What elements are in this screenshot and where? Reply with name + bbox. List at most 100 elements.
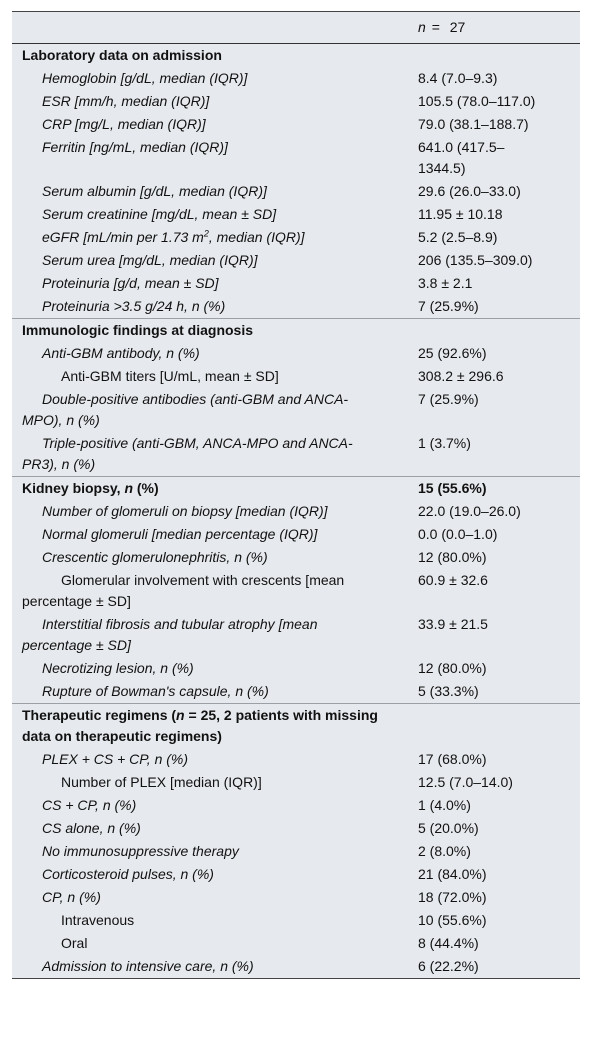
label-cell: Kidney biopsy, n (%) <box>12 476 418 500</box>
label-cell: CP, n (%) <box>12 886 418 909</box>
superscript: 2 <box>203 228 209 239</box>
label-cell: Serum creatinine [mg/dL, mean ± SD] <box>12 203 418 226</box>
item-row: Double-positive antibodies (anti-GBM and… <box>12 388 580 432</box>
item-row: Interstitial fibrosis and tubular atroph… <box>12 613 580 657</box>
value-cell: 12 (80.0%) <box>418 546 580 569</box>
label-cell: CRP [mg/L, median (IQR)] <box>12 113 418 136</box>
value-cell: 105.5 (78.0–117.0) <box>418 90 580 113</box>
item-row: Ferritin [ng/mL, median (IQR)] 641.0 (417… <box>12 136 580 180</box>
subitem-row: Glomerular involvement with crescents [m… <box>12 569 580 613</box>
value-cell: 22.0 (19.0–26.0) <box>418 500 580 523</box>
subitem-row: Number of PLEX [median (IQR)] 12.5 (7.0–1… <box>12 771 580 794</box>
value-text: 22.0 (19.0–26.0) <box>418 503 521 519</box>
label-cell: eGFR [mL/min per 1.73 m2, median (IQR)] <box>12 226 418 249</box>
label-text: Anti-GBM titers [U/mL, mean ± SD] <box>61 368 279 384</box>
label-cell: ESR [mm/h, median (IQR)] <box>12 90 418 113</box>
value-cell <box>418 44 580 68</box>
table-container: n = 27 Laboratory data on admission Hemogl… <box>12 11 580 979</box>
label-cell: CS alone, n (%) <box>12 817 418 840</box>
label-text: Necrotizing lesion, n (%) <box>42 660 194 676</box>
item-row: Triple-positive (anti-GBM, ANCA-MPO and … <box>12 432 580 477</box>
value-cell: 12 (80.0%) <box>418 657 580 680</box>
value-text: 5.2 (2.5–8.9) <box>418 229 498 245</box>
label-text: CS + CP, n (%) <box>42 797 137 813</box>
subitem-row: Oral 8 (44.4%) <box>12 932 580 955</box>
table-body: n = 27 Laboratory data on admission Hemogl… <box>12 11 580 979</box>
value-cell: 10 (55.6%) <box>418 909 580 932</box>
label-text: CRP [mg/L, median (IQR)] <box>42 116 206 132</box>
item-row: Normal glomeruli [median percentage (IQR… <box>12 523 580 546</box>
value-cell: 29.6 (26.0–33.0) <box>418 180 580 203</box>
label-text: Oral <box>61 935 88 951</box>
value-cell: 7 (25.9%) <box>418 295 580 319</box>
value-cell: 6 (22.2%) <box>418 955 580 979</box>
value-cell: 641.0 (417.5–1344.5) <box>418 136 580 180</box>
label-cell: Anti-GBM antibody, n (%) <box>12 342 418 365</box>
label-cell: Intravenous <box>12 909 418 932</box>
label-text: (%) <box>133 480 159 496</box>
label-cell: Ferritin [ng/mL, median (IQR)] <box>12 136 418 180</box>
value-text: 11.95 ± 10.18 <box>418 206 503 222</box>
item-row: Corticosteroid pulses, n (%) 21 (84.0%) <box>12 863 580 886</box>
label-text: Rupture of Bowman's capsule, n (%) <box>42 683 269 699</box>
italic-text: n <box>176 707 185 723</box>
header-row: n = 27 <box>12 11 580 44</box>
item-row: CS alone, n (%) 5 (20.0%) <box>12 817 580 840</box>
item-row: Crescentic glomerulonephritis, n (%) 12 (… <box>12 546 580 569</box>
label-cell: Proteinuria [g/d, mean ± SD] <box>12 272 418 295</box>
label-cell: Serum urea [mg/dL, median (IQR)] <box>12 249 418 272</box>
value-cell: 15 (55.6%) <box>418 476 580 500</box>
value-text: 18 (72.0%) <box>418 889 487 905</box>
item-row: Serum urea [mg/dL, median (IQR)] 206 (135… <box>12 249 580 272</box>
value-cell: 12.5 (7.0–14.0) <box>418 771 580 794</box>
label-cell: Laboratory data on admission <box>12 44 418 68</box>
value-cell: 25 (92.6%) <box>418 342 580 365</box>
label-text: Laboratory data on admission <box>22 47 222 63</box>
label-text: Hemoglobin [g/dL, median (IQR)] <box>42 70 248 86</box>
label-cell: Hemoglobin [g/dL, median (IQR)] <box>12 67 418 90</box>
section-row: Therapeutic regimens (n = 25, 2 patients… <box>12 703 580 748</box>
value-cell: 3.8 ± 2.1 <box>418 272 580 295</box>
equals: = <box>431 19 440 35</box>
value-text: 60.9 ± 32.6 <box>418 572 488 588</box>
label-cell: Number of glomeruli on biopsy [median (I… <box>12 500 418 523</box>
value-cell: 33.9 ± 21.5 <box>418 613 580 657</box>
data-table: n = 27 Laboratory data on admission Hemogl… <box>12 11 580 979</box>
label-text: Anti-GBM antibody, n (%) <box>42 345 200 361</box>
value-text: 2 (8.0%) <box>418 843 471 859</box>
value-cell: 308.2 ± 296.6 <box>418 365 580 388</box>
value-cell: 18 (72.0%) <box>418 886 580 909</box>
label-cell: No immunosuppressive therapy <box>12 840 418 863</box>
item-row: Rupture of Bowman's capsule, n (%) 5 (33.… <box>12 680 580 704</box>
item-row: Number of glomeruli on biopsy [median (I… <box>12 500 580 523</box>
value-cell: 5.2 (2.5–8.9) <box>418 226 580 249</box>
label-text: Double-positive antibodies (anti-GBM and… <box>22 391 349 428</box>
label-text: eGFR [mL/min per 1.73 m <box>42 229 204 245</box>
label-cell: Double-positive antibodies (anti-GBM and… <box>12 388 418 432</box>
value-text: 0.0 (0.0–1.0) <box>418 526 498 542</box>
value-text: 8.4 (7.0–9.3) <box>418 70 498 86</box>
label-cell: Normal glomeruli [median percentage (IQR… <box>12 523 418 546</box>
value-text: 12 (80.0%) <box>418 549 487 565</box>
value-text: 79.0 (38.1–188.7) <box>418 116 529 132</box>
section-row: Kidney biopsy, n (%) 15 (55.6%) <box>12 476 580 500</box>
subitem-row: Intravenous 10 (55.6%) <box>12 909 580 932</box>
value-cell: 5 (20.0%) <box>418 817 580 840</box>
label-text: Ferritin [ng/mL, median (IQR)] <box>42 139 228 155</box>
label-cell: Rupture of Bowman's capsule, n (%) <box>12 680 418 704</box>
value-cell: 2 (8.0%) <box>418 840 580 863</box>
label-cell: Serum albumin [g/dL, median (IQR)] <box>12 180 418 203</box>
label-text: No immunosuppressive therapy <box>42 843 239 859</box>
value-cell: 5 (33.3%) <box>418 680 580 704</box>
item-row: CP, n (%) 18 (72.0%) <box>12 886 580 909</box>
label-text: Number of PLEX [median (IQR)] <box>61 774 262 790</box>
value-text: 29.6 (26.0–33.0) <box>418 183 521 199</box>
item-row: Proteinuria [g/d, mean ± SD] 3.8 ± 2.1 <box>12 272 580 295</box>
label-text: Serum urea [mg/dL, median (IQR)] <box>42 252 258 268</box>
item-row: PLEX + CS + CP, n (%) 17 (68.0%) <box>12 748 580 771</box>
header-cell: n = 27 <box>418 11 580 44</box>
label-cell: Therapeutic regimens (n = 25, 2 patients… <box>12 703 418 748</box>
subitem-row: Anti-GBM titers [U/mL, mean ± SD] 308.2 ±… <box>12 365 580 388</box>
value-text: 105.5 (78.0–117.0) <box>418 93 536 109</box>
